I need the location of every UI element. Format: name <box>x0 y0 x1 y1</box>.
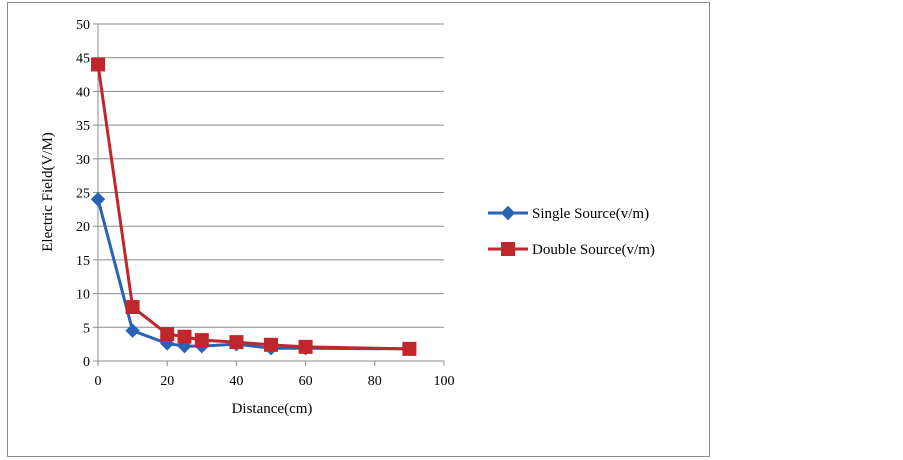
series-2-line <box>96 64 410 351</box>
y-tick-label: 10 <box>76 288 90 303</box>
series-2-point <box>194 333 209 348</box>
legend-item-2: Double Source(v/m) <box>488 242 655 258</box>
axes <box>93 23 445 366</box>
x-axis-title: Distance(cm) <box>232 401 313 417</box>
legend-marker <box>501 242 515 256</box>
x-tick-label: 80 <box>368 374 382 389</box>
x-tick-label: 0 <box>95 374 102 389</box>
grid-lines <box>98 23 444 362</box>
y-axis-title: Electric Field(V/M) <box>40 132 56 252</box>
legend-label: Single Source(v/m) <box>532 206 649 222</box>
x-tick-label: 20 <box>160 374 174 389</box>
series-2-point <box>125 300 140 315</box>
x-tick-labels: 0 20 40 60 80 100 <box>95 374 455 389</box>
y-tick-label: 0 <box>83 355 90 370</box>
y-tick-label: 25 <box>76 187 90 202</box>
y-tick-label: 15 <box>76 254 90 269</box>
y-tick-label: 30 <box>76 153 90 168</box>
series-layer <box>90 57 417 357</box>
x-tick-label: 60 <box>299 374 313 389</box>
x-tick-label: 100 <box>434 374 455 389</box>
series-2-point <box>402 341 417 356</box>
y-tick-label: 20 <box>76 220 90 235</box>
y-tick-label: 35 <box>76 119 90 134</box>
y-tick-label: 50 <box>76 18 90 33</box>
series-1-line <box>96 198 410 351</box>
series-2-point <box>177 329 192 344</box>
y-tick-label: 5 <box>83 321 90 336</box>
series-2 <box>91 57 417 356</box>
series-2-point <box>160 327 175 342</box>
series-2-point <box>91 57 105 72</box>
series-2-point <box>229 335 244 350</box>
legend-marker <box>500 205 516 221</box>
legend: Single Source(v/m) Double Source(v/m) <box>488 205 655 258</box>
y-tick-labels: 0 5 10 15 20 25 30 35 40 45 50 <box>76 18 90 370</box>
y-tick-label: 40 <box>76 85 90 100</box>
y-tick-label: 45 <box>76 52 90 67</box>
legend-item-1: Single Source(v/m) <box>488 205 649 222</box>
series-1-point <box>125 323 140 338</box>
legend-label: Double Source(v/m) <box>532 242 655 258</box>
series-2-point <box>264 337 278 352</box>
series-1 <box>90 192 417 357</box>
chart-frame <box>7 2 710 457</box>
series-1-point <box>90 192 106 207</box>
x-tick-label: 40 <box>229 374 243 389</box>
series-2-point <box>298 339 313 354</box>
